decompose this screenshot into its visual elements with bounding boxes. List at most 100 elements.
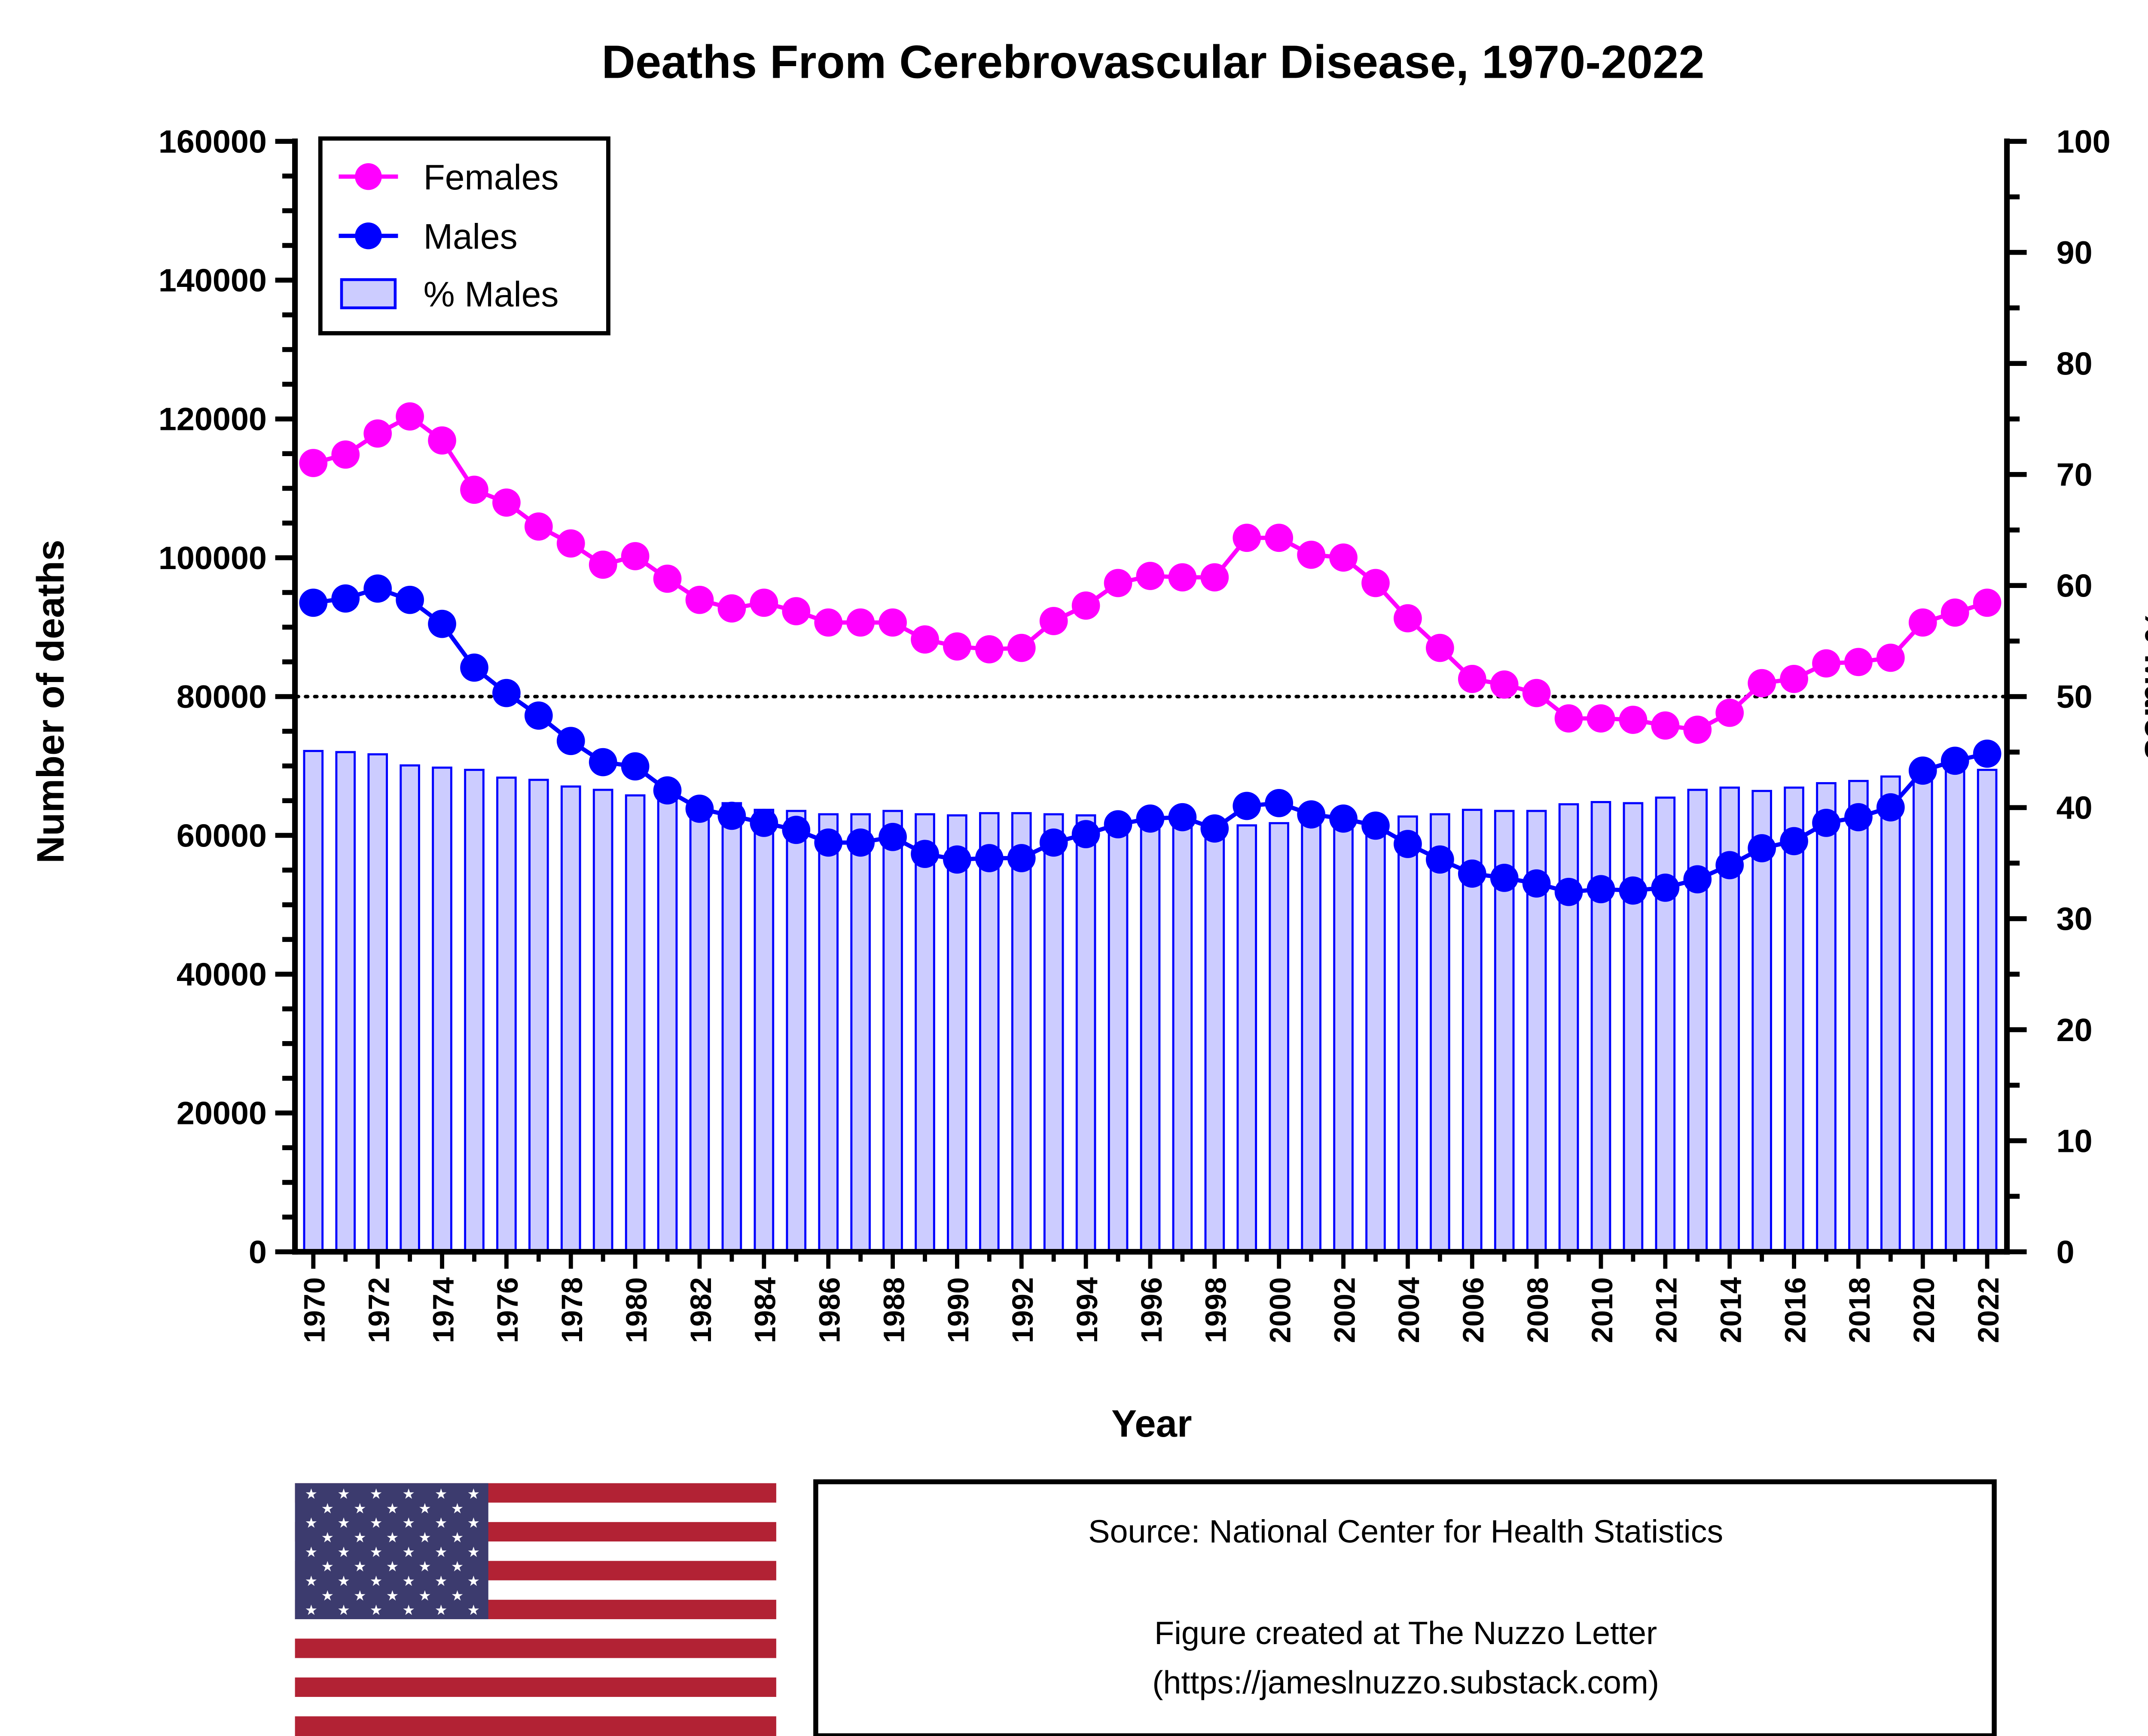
bar-2003 xyxy=(1365,819,1386,1253)
legend-label-percent-males: % Males xyxy=(424,275,559,314)
x-tick-label: 2000 xyxy=(1263,1277,1297,1343)
point-females-1979 xyxy=(589,550,617,579)
point-males-1991 xyxy=(975,844,1004,872)
source-box: Source: National Center for Health Stati… xyxy=(813,1479,1997,1736)
x-tick-label: 2022 xyxy=(1972,1277,2005,1343)
chart-title: Deaths From Cerebrovascular Disease, 197… xyxy=(602,36,1705,88)
y2-axis-label: % Males xyxy=(2137,609,2148,760)
bar-2018 xyxy=(1848,780,1869,1253)
bar-2001 xyxy=(1301,822,1321,1253)
flag-star-icon: ★ xyxy=(402,1573,415,1589)
point-males-2018 xyxy=(1844,803,1873,831)
flag-star-icon: ★ xyxy=(370,1602,382,1618)
point-females-1976 xyxy=(492,488,521,517)
point-females-1997 xyxy=(1168,563,1197,592)
point-males-1983 xyxy=(717,801,746,830)
point-males-2013 xyxy=(1683,865,1712,894)
point-males-1996 xyxy=(1136,804,1165,833)
flag-star-icon: ★ xyxy=(451,1529,464,1545)
flag-star-icon: ★ xyxy=(402,1486,415,1502)
flag-star-icon: ★ xyxy=(467,1486,479,1502)
point-males-1995 xyxy=(1104,810,1132,839)
point-males-2010 xyxy=(1587,875,1615,904)
point-females-2007 xyxy=(1490,670,1519,699)
flag-star-icon: ★ xyxy=(321,1559,333,1575)
point-males-2008 xyxy=(1522,869,1551,898)
flag-star-icon: ★ xyxy=(386,1529,399,1545)
point-males-1988 xyxy=(879,822,907,851)
flag-star-icon: ★ xyxy=(467,1573,479,1589)
point-females-2008 xyxy=(1522,679,1551,707)
flag-star-icon: ★ xyxy=(386,1587,399,1603)
y-tick-label: 120000 xyxy=(159,402,267,438)
y2-tick-label: 0 xyxy=(2056,1234,2075,1270)
credit-url: (https://jameslnuzzo.substack.com) xyxy=(1152,1665,1659,1701)
x-tick-label: 2006 xyxy=(1457,1277,1490,1343)
point-males-1989 xyxy=(911,840,939,868)
bar-2013 xyxy=(1687,789,1708,1253)
bar-2010 xyxy=(1590,801,1611,1253)
bar-1984 xyxy=(754,809,775,1253)
y-tick-label: 160000 xyxy=(159,124,267,160)
y-tick-label: 60000 xyxy=(177,818,267,854)
point-males-1984 xyxy=(750,809,778,837)
bar-1986 xyxy=(818,813,839,1253)
flag-star-icon: ★ xyxy=(467,1515,479,1531)
bar-2000 xyxy=(1269,822,1290,1253)
flag-star-icon: ★ xyxy=(418,1559,431,1575)
point-females-1986 xyxy=(814,608,843,637)
point-males-1986 xyxy=(814,828,843,857)
x-tick-label: 2010 xyxy=(1586,1277,1619,1343)
bar-1975 xyxy=(464,769,485,1253)
flag-star-icon: ★ xyxy=(451,1559,464,1575)
point-females-2000 xyxy=(1265,524,1294,552)
x-tick-label: 2012 xyxy=(1650,1277,1683,1343)
point-males-2011 xyxy=(1619,876,1648,905)
y2-tick-label: 20 xyxy=(2056,1012,2093,1048)
bar-1973 xyxy=(400,764,420,1253)
us-flag-image: ★ ★ ★ ★ ★ ★★ ★ ★ ★ ★★ ★ ★ ★ ★ ★★ ★ ★ ★ ★★ ★ ★ ★ ★ ★★ ★ ★ ★ ★★ ★ ★ ★ ★ ★★… xyxy=(295,1483,776,1736)
legend-marker-males xyxy=(355,222,382,250)
point-females-2009 xyxy=(1554,704,1583,733)
bar-1972 xyxy=(367,753,388,1253)
bar-1970 xyxy=(303,750,324,1253)
y2-tick-label: 80 xyxy=(2056,346,2093,382)
flag-star-icon: ★ xyxy=(451,1587,464,1603)
y-tick-label: 0 xyxy=(249,1234,267,1270)
bar-1980 xyxy=(625,794,646,1253)
point-females-1988 xyxy=(879,608,907,637)
x-tick-label: 1982 xyxy=(684,1277,717,1343)
bar-2021 xyxy=(1944,767,1965,1253)
point-females-1981 xyxy=(653,564,682,593)
point-males-1980 xyxy=(621,752,650,781)
point-females-2003 xyxy=(1361,569,1390,597)
flag-star-icon: ★ xyxy=(402,1515,415,1531)
point-females-1983 xyxy=(717,594,746,623)
y2-tick-label: 100 xyxy=(2056,124,2111,160)
flag-star-icon: ★ xyxy=(321,1587,333,1603)
x-tick-label: 1970 xyxy=(298,1277,331,1343)
flag-stripe xyxy=(295,1639,776,1659)
point-males-2002 xyxy=(1329,804,1358,833)
x-tick-label: 1986 xyxy=(813,1277,846,1343)
axes: 0200004000060000800001000001200001400001… xyxy=(159,124,2111,1343)
bar-1974 xyxy=(432,766,452,1253)
x-tick-label: 1978 xyxy=(555,1277,589,1343)
point-females-1982 xyxy=(685,585,714,614)
bar-1987 xyxy=(850,813,871,1253)
point-females-1972 xyxy=(363,419,392,448)
point-females-2016 xyxy=(1780,664,1808,693)
point-males-1972 xyxy=(363,574,392,603)
x-tick-label: 2014 xyxy=(1714,1277,1747,1343)
flag-star-icon: ★ xyxy=(321,1529,333,1545)
point-females-2015 xyxy=(1748,669,1776,697)
point-males-1979 xyxy=(589,748,617,777)
point-females-2021 xyxy=(1941,598,1969,627)
point-females-1996 xyxy=(1136,562,1165,590)
point-females-2019 xyxy=(1876,643,1905,672)
x-tick-label: 1994 xyxy=(1071,1277,1104,1343)
point-males-2001 xyxy=(1297,800,1325,829)
flag-star-icon: ★ xyxy=(435,1602,447,1618)
bar-1989 xyxy=(915,813,935,1253)
